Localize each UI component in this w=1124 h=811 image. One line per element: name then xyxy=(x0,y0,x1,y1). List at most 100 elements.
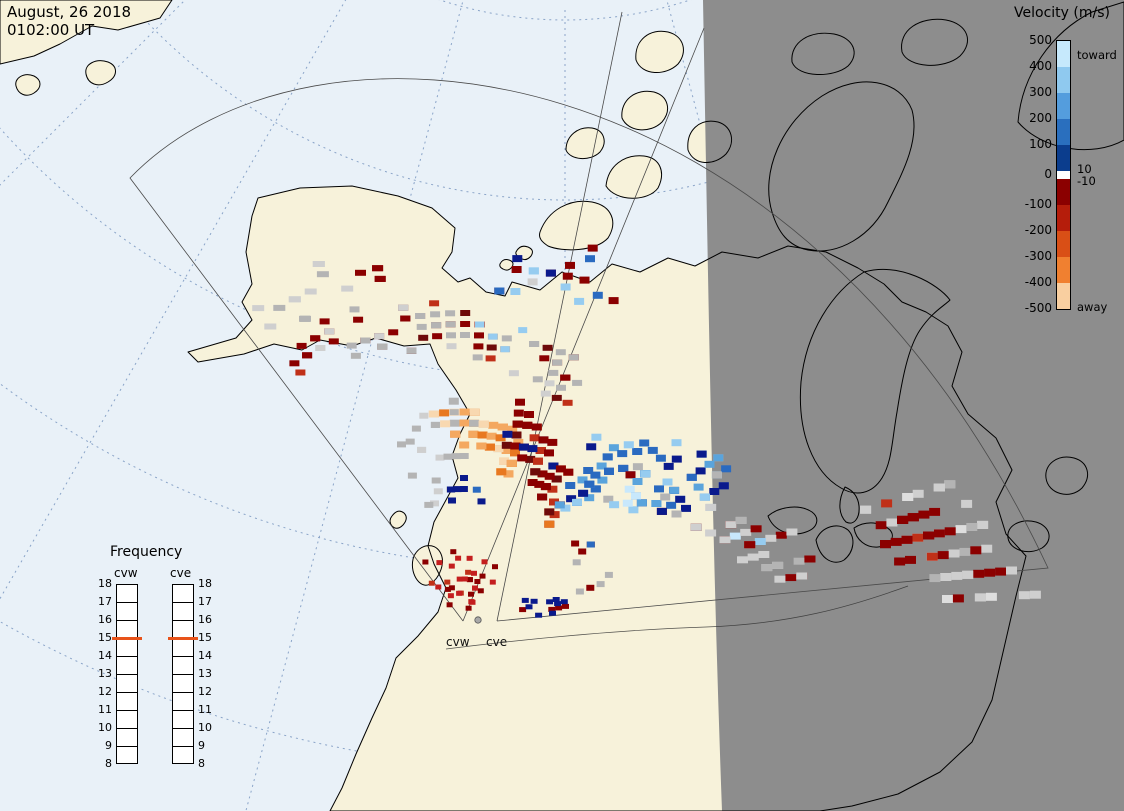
velocity-cell xyxy=(590,471,601,479)
velocity-cell xyxy=(571,540,580,547)
velocity-cell xyxy=(560,599,568,605)
velocity-cell xyxy=(450,549,457,555)
velocity-cell xyxy=(485,355,496,362)
frequency-cell-divider xyxy=(117,602,137,603)
colorbar-segment xyxy=(1057,119,1070,145)
velocity-cell xyxy=(970,546,982,555)
velocity-cell xyxy=(604,571,613,578)
velocity-cell xyxy=(744,541,756,549)
velocity-cell xyxy=(513,438,524,446)
colorbar-segment xyxy=(1057,145,1070,171)
velocity-cell xyxy=(302,352,313,359)
colorbar-segment xyxy=(1057,171,1070,179)
velocity-cell xyxy=(295,369,306,376)
velocity-cell xyxy=(537,493,548,501)
velocity-cell xyxy=(786,528,798,536)
velocity-cell xyxy=(725,521,737,529)
velocity-cell xyxy=(492,564,498,570)
frequency-tick-label: 17 xyxy=(98,595,112,608)
velocity-cell xyxy=(428,580,435,586)
frequency-column-header: cve xyxy=(170,566,192,580)
velocity-cell xyxy=(527,278,538,286)
velocity-cell xyxy=(439,409,450,417)
velocity-cell xyxy=(775,531,787,539)
velocity-cell xyxy=(374,275,386,282)
velocity-cell xyxy=(632,463,643,471)
frequency-cell-divider xyxy=(173,620,193,621)
velocity-cell xyxy=(656,507,667,515)
velocity-cell xyxy=(521,597,529,603)
velocity-cell xyxy=(624,485,635,493)
velocity-cell xyxy=(918,510,930,519)
velocity-cell xyxy=(316,271,329,278)
velocity-cell xyxy=(696,450,707,458)
lower-threshold-label: -10 xyxy=(1077,174,1096,188)
velocity-cell xyxy=(973,569,985,578)
velocity-cell xyxy=(324,328,335,335)
velocity-cell xyxy=(460,321,471,327)
velocity-cell xyxy=(349,306,360,313)
velocity-cell xyxy=(478,420,489,428)
velocity-cell xyxy=(662,478,673,486)
velocity-cell xyxy=(435,454,445,461)
velocity-cell xyxy=(456,590,463,596)
velocity-cell xyxy=(374,333,385,340)
velocity-cell xyxy=(1018,591,1030,600)
frequency-cell-divider xyxy=(173,692,193,693)
velocity-cell xyxy=(465,569,472,575)
toward-label: toward xyxy=(1077,48,1117,62)
velocity-cell xyxy=(1029,590,1041,599)
velocity-cell xyxy=(346,342,357,349)
velocity-cell xyxy=(555,465,566,473)
velocity-cell xyxy=(444,579,451,585)
velocity-cell xyxy=(554,601,562,607)
velocity-cell xyxy=(552,597,560,602)
velocity-cell xyxy=(711,471,722,479)
velocity-cell xyxy=(681,504,691,512)
velocity-legend-title: Velocity (m/s) xyxy=(1014,5,1110,21)
velocity-cell xyxy=(424,501,434,508)
velocity-cell xyxy=(586,541,595,548)
velocity-cell xyxy=(604,467,614,475)
colorbar-segment xyxy=(1057,179,1070,205)
velocity-cell xyxy=(328,338,339,345)
velocity-cell xyxy=(747,553,759,561)
velocity-cell xyxy=(926,552,938,561)
velocity-cell xyxy=(503,470,514,478)
frequency-tick-label: 11 xyxy=(98,703,112,716)
velocity-cell xyxy=(501,335,512,342)
velocity-cell xyxy=(459,486,468,492)
velocity-cell xyxy=(912,533,924,542)
velocity-cell xyxy=(304,288,317,295)
velocity-cell xyxy=(959,547,971,556)
velocity-cell xyxy=(510,288,521,295)
velocity-cell xyxy=(758,551,770,558)
frequency-panel: Frequency cvw 18 17 16 15 14 13 12 11 10 9 8 cve 18 17… xyxy=(86,544,236,784)
velocity-cell xyxy=(912,489,924,498)
velocity-cell xyxy=(400,315,411,322)
velocity-cell xyxy=(905,555,916,564)
velocity-cell xyxy=(548,369,559,376)
velocity-cell xyxy=(590,485,601,493)
velocity-cell xyxy=(942,595,953,603)
velocity-cell xyxy=(632,448,643,455)
velocity-cell xyxy=(447,486,455,493)
velocity-cell xyxy=(735,516,747,524)
velocity-cell xyxy=(551,475,562,483)
velocity-cell xyxy=(933,483,945,492)
radar-field-of-view xyxy=(129,11,1049,622)
velocity-cell xyxy=(548,462,559,470)
velocity-cell xyxy=(785,574,797,582)
velocity-cell xyxy=(609,501,620,509)
frequency-tick-label: 18 xyxy=(198,577,212,590)
frequency-scale-cve xyxy=(172,584,194,764)
frequency-cell-divider xyxy=(173,746,193,747)
velocity-cell xyxy=(695,467,706,475)
velocity-cell xyxy=(474,332,484,339)
frequency-tick-label: 17 xyxy=(198,595,212,608)
velocity-cell xyxy=(575,588,584,595)
velocity-cell xyxy=(533,457,543,465)
velocity-cell xyxy=(772,561,784,569)
velocity-cell xyxy=(515,398,525,406)
velocity-cell xyxy=(496,468,507,476)
